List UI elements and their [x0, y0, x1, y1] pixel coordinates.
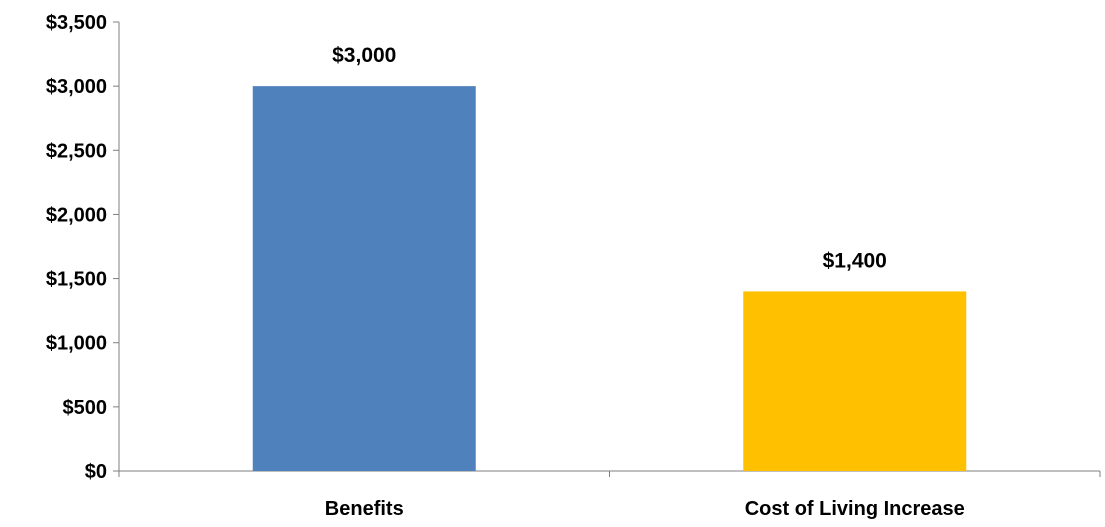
y-tick-label: $3,000 — [46, 76, 107, 98]
y-tick-label: $2,500 — [46, 140, 107, 162]
y-tick-label: $0 — [85, 461, 107, 483]
y-tick-label: $2,000 — [46, 204, 107, 226]
bar-cost-of-living-increase — [743, 291, 967, 471]
x-axis — [118, 470, 1101, 477]
category-labels: Benefits Cost of Living Increase — [325, 498, 965, 520]
category-label: Benefits — [325, 498, 404, 520]
y-tick-label: $3,500 — [46, 12, 107, 34]
y-tick-label: $1,000 — [46, 333, 107, 355]
data-label: $1,400 — [823, 249, 887, 272]
category-label: Cost of Living Increase — [745, 498, 965, 520]
y-axis: $0 $500 $1,000 $1,500 $2,000 $2,500 $3,000 $3,5… — [46, 12, 120, 483]
bars — [252, 86, 967, 472]
data-labels: $3,000 $1,400 — [332, 44, 887, 272]
y-tick-label: $1,500 — [46, 269, 107, 291]
y-tick-label: $500 — [63, 397, 108, 419]
bar-benefits — [252, 86, 476, 472]
data-label: $3,000 — [332, 44, 396, 67]
